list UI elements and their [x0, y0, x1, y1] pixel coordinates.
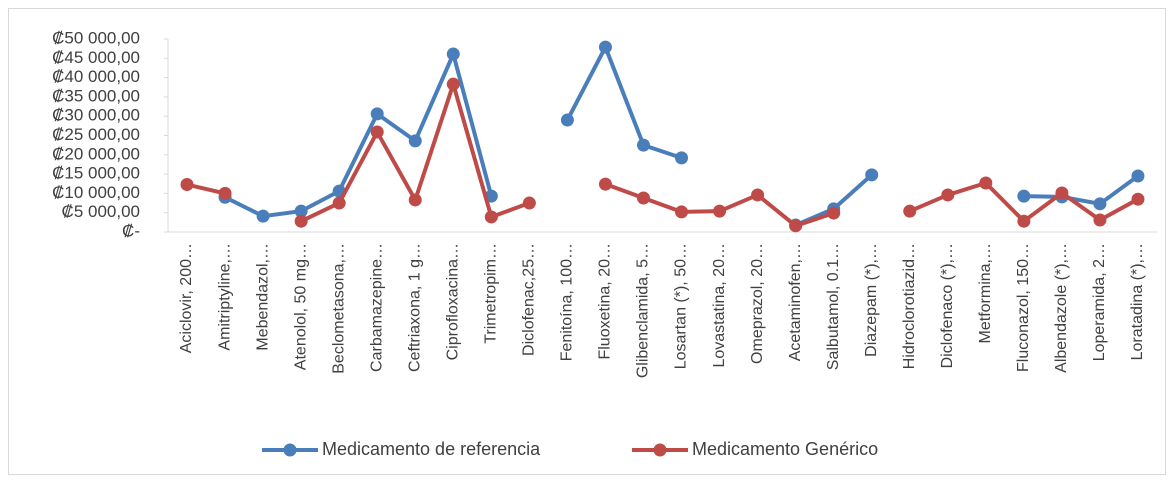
x-tick-label: Fluconazol, 150… [1015, 243, 1032, 372]
marker [408, 134, 422, 148]
x-tick-label: Salbutamol, 0.1… [825, 243, 842, 370]
marker [979, 176, 993, 190]
x-tick-label: Glibenclamida, 5… [635, 243, 652, 378]
marker [903, 204, 917, 218]
marker [675, 151, 689, 165]
marker [598, 40, 612, 54]
legend-label: Medicamento Genérico [692, 439, 878, 459]
marker [1093, 197, 1107, 211]
x-tick-label: Acetaminofen,… [787, 243, 804, 361]
marker [827, 206, 841, 220]
marker [446, 47, 460, 61]
marker [294, 204, 308, 218]
x-tick-label: Mebendazol,… [254, 243, 271, 351]
y-tick-label: ₡40 000,00 [52, 67, 140, 86]
marker [751, 188, 765, 202]
marker [408, 193, 422, 207]
marker [332, 196, 346, 210]
x-tick-label: Loratadina (*),… [1129, 243, 1146, 360]
x-tick-label: Lovastatina, 20… [711, 243, 728, 368]
y-tick-label: ₡30 000,00 [52, 106, 140, 125]
x-tick-label: Diclofenac,25… [521, 243, 538, 356]
x-tick-label: Diazepam (*),… [863, 243, 880, 357]
marker [598, 177, 612, 191]
y-tick-label: ₡45 000,00 [52, 48, 140, 67]
x-tick-label: Hidroclorotiazid… [901, 243, 918, 369]
x-tick-label: Diclofenaco (*),… [939, 243, 956, 368]
x-tick-label: Ciprofloxacina… [445, 243, 462, 360]
x-tick-label: Amitriptyline,… [216, 243, 233, 351]
legend-marker [283, 443, 297, 457]
marker [294, 214, 308, 228]
marker [789, 219, 803, 233]
x-tick-label: Ceftriaxona, 1 g… [406, 243, 423, 372]
marker [218, 186, 232, 200]
y-tick-label: ₡50 000,00 [52, 28, 140, 47]
marker [180, 178, 194, 192]
marker [1017, 214, 1031, 228]
y-tick-label: ₡10 000,00 [52, 183, 140, 202]
marker [1055, 186, 1069, 200]
marker [1093, 213, 1107, 227]
marker [636, 191, 650, 205]
marker [1131, 169, 1145, 183]
x-tick-label: Fluoxetina, 20… [597, 243, 614, 360]
marker [941, 188, 955, 202]
x-tick-label: Loperamida, 2… [1091, 243, 1108, 361]
x-tick-label: Albendazole (*),… [1053, 243, 1070, 373]
legend-label: Medicamento de referencia [322, 439, 541, 459]
marker [1131, 192, 1145, 206]
x-tick-label: Aciclovir, 200… [178, 243, 195, 353]
marker [560, 113, 574, 127]
x-tick-label: Trimetropim… [483, 243, 500, 344]
marker [675, 205, 689, 219]
marker [1017, 189, 1031, 203]
x-tick-label: Omeprazol, 20… [749, 243, 766, 364]
y-tick-label: ₡35 000,00 [52, 86, 140, 105]
x-tick-label: Beclometasona,… [330, 243, 347, 374]
x-tick-label: Carbamazepine… [368, 243, 385, 372]
marker [713, 204, 727, 218]
x-tick-label: Atenolol, 50 mg… [292, 243, 309, 370]
legend-marker [653, 443, 667, 457]
series-line [224, 45, 1140, 227]
y-tick-label: ₡25 000,00 [52, 125, 140, 144]
marker [522, 196, 536, 210]
marker [256, 209, 270, 223]
marker [484, 210, 498, 224]
y-tick-label: ₡- [122, 221, 140, 240]
x-tick-label: Losartan (*), 50… [673, 243, 690, 369]
marker [370, 107, 384, 121]
marker [370, 125, 384, 139]
y-tick-label: ₡20 000,00 [52, 144, 140, 163]
y-tick-label: ₡5 000,00 [62, 202, 140, 221]
marker [446, 77, 460, 91]
marker [636, 138, 650, 152]
x-tick-label: Fenitoína, 100… [559, 243, 576, 361]
x-tick-label: Metformina,… [977, 243, 994, 343]
y-tick-label: ₡15 000,00 [52, 164, 140, 183]
marker [865, 168, 879, 182]
